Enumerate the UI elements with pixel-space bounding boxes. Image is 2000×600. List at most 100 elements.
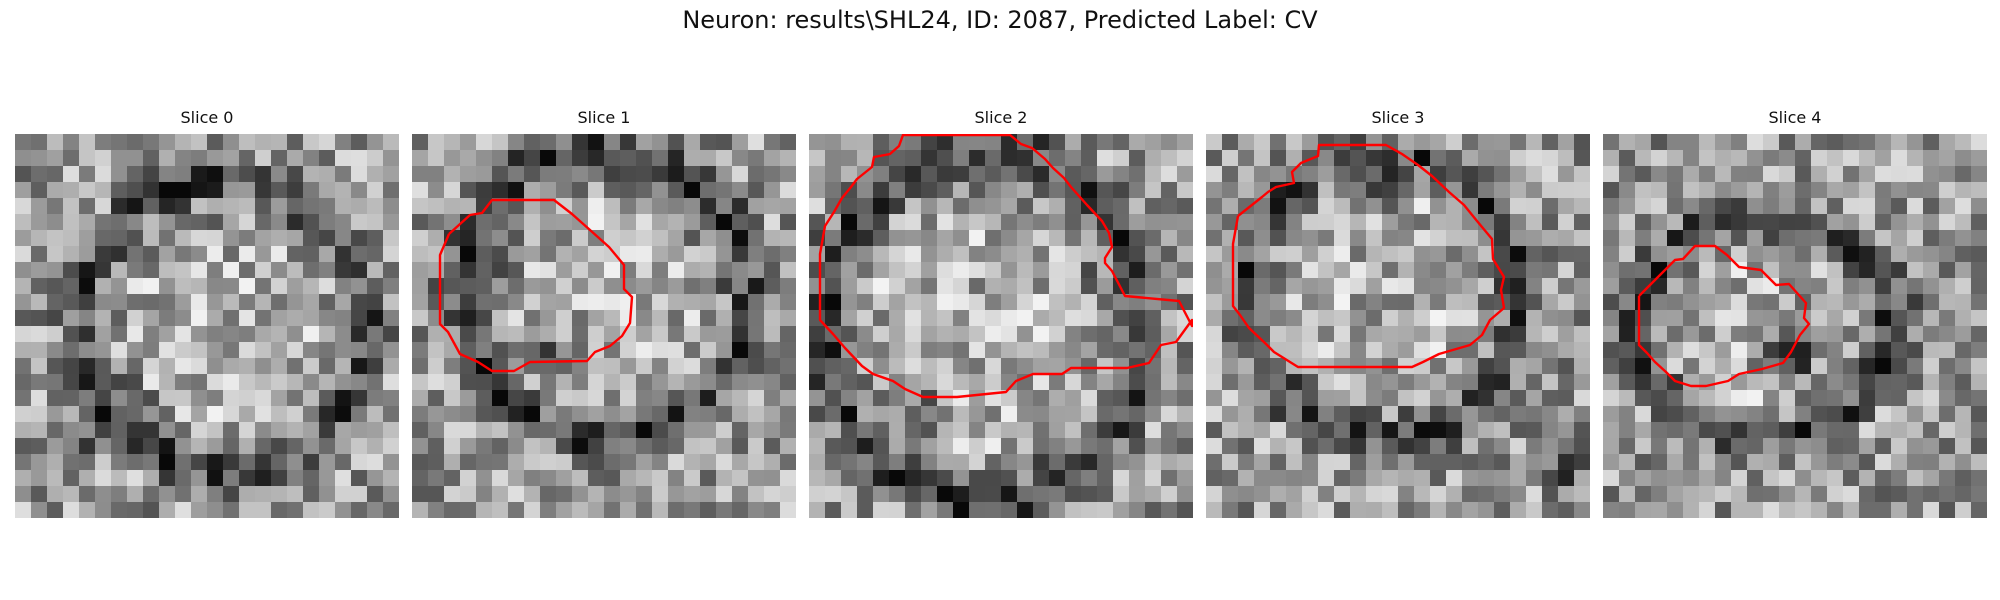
- pixel: [572, 454, 589, 471]
- pixel: [303, 182, 320, 199]
- pixel: [1049, 470, 1066, 487]
- pixel: [1033, 470, 1050, 487]
- pixel: [1270, 214, 1287, 231]
- pixel: [412, 454, 429, 471]
- pixel: [1350, 246, 1367, 263]
- pixel: [1081, 502, 1098, 518]
- pixel: [1302, 470, 1319, 487]
- pixel: [492, 374, 509, 391]
- pixel: [1238, 182, 1255, 199]
- pixel: [1414, 486, 1431, 503]
- pixel: [1446, 454, 1463, 471]
- pixel: [508, 422, 525, 439]
- pixel: [1334, 278, 1351, 295]
- pixel: [620, 294, 637, 311]
- pixel: [63, 278, 80, 295]
- pixel: [953, 358, 970, 375]
- pixel: [636, 166, 653, 183]
- pixel: [271, 502, 288, 518]
- pixel: [1955, 262, 1972, 279]
- pixel: [1065, 198, 1082, 215]
- pixel: [508, 214, 525, 231]
- pixel: [969, 438, 986, 455]
- pixel: [969, 486, 986, 503]
- pixel: [985, 374, 1002, 391]
- pixel: [1971, 454, 1987, 471]
- pixel: [79, 470, 96, 487]
- pixel: [1971, 166, 1987, 183]
- pixel: [1955, 150, 1972, 167]
- pixel: [335, 134, 352, 151]
- pixel: [1795, 470, 1812, 487]
- pixel: [1731, 438, 1748, 455]
- pixel: [1907, 310, 1924, 327]
- pixel: [1065, 326, 1082, 343]
- pixel: [1526, 166, 1543, 183]
- pixel: [1683, 310, 1700, 327]
- pixel: [716, 150, 733, 167]
- pixel: [1049, 486, 1066, 503]
- pixel: [303, 134, 320, 151]
- pixel: [111, 230, 128, 247]
- pixel: [1651, 134, 1668, 151]
- pixel: [1891, 374, 1908, 391]
- pixel: [825, 374, 842, 391]
- pixel: [1510, 422, 1527, 439]
- pixel: [1971, 470, 1987, 487]
- pixel: [1238, 310, 1255, 327]
- pixel: [508, 486, 525, 503]
- pixel: [1526, 262, 1543, 279]
- pixel: [1715, 294, 1732, 311]
- pixel: [716, 166, 733, 183]
- pixel: [588, 166, 605, 183]
- pixel: [175, 326, 192, 343]
- pixel: [1254, 454, 1271, 471]
- pixel: [1651, 422, 1668, 439]
- pixel: [1222, 310, 1239, 327]
- pixel: [143, 294, 160, 311]
- pixel: [809, 246, 826, 263]
- pixel: [1145, 342, 1162, 359]
- pixel: [31, 262, 48, 279]
- pixel: [383, 294, 399, 311]
- pixel: [1129, 486, 1146, 503]
- pixel: [319, 390, 336, 407]
- pixel: [1270, 150, 1287, 167]
- pixel: [79, 182, 96, 199]
- pixel: [1907, 246, 1924, 263]
- pixel: [1049, 358, 1066, 375]
- pixel: [684, 230, 701, 247]
- pixel: [271, 470, 288, 487]
- pixel: [15, 182, 32, 199]
- pixel: [985, 214, 1002, 231]
- pixel: [556, 422, 573, 439]
- pixel: [255, 422, 272, 439]
- pixel: [1097, 486, 1114, 503]
- pixel: [985, 166, 1002, 183]
- pixel: [1795, 358, 1812, 375]
- pixel: [1763, 374, 1780, 391]
- pixel: [207, 230, 224, 247]
- pixel: [1350, 326, 1367, 343]
- pixel: [556, 486, 573, 503]
- pixel: [47, 134, 64, 151]
- pixel: [1763, 470, 1780, 487]
- pixel: [668, 182, 685, 199]
- pixel: [1574, 374, 1590, 391]
- pixel: [873, 486, 890, 503]
- pixel: [764, 230, 781, 247]
- pixel: [1302, 246, 1319, 263]
- pixel: [111, 166, 128, 183]
- pixel: [1683, 502, 1700, 518]
- slice-title: Slice 3: [1371, 108, 1425, 127]
- pixel: [255, 246, 272, 263]
- pixel: [1161, 166, 1178, 183]
- pixel: [191, 326, 208, 343]
- pixel: [953, 182, 970, 199]
- pixel: [809, 134, 826, 151]
- pixel: [223, 310, 240, 327]
- pixel: [809, 198, 826, 215]
- pixel: [191, 246, 208, 263]
- pixel: [1811, 262, 1828, 279]
- pixel: [1318, 262, 1335, 279]
